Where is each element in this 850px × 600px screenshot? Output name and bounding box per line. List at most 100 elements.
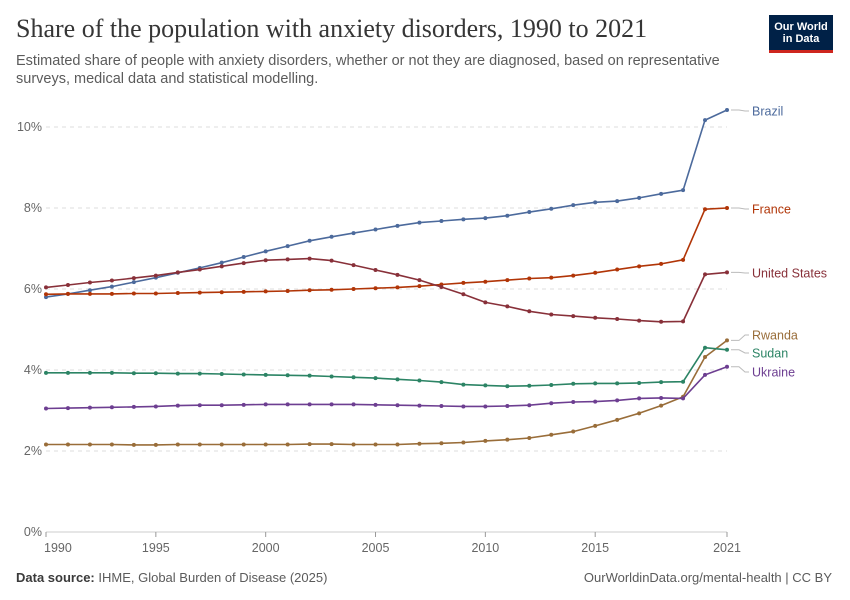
point-ukraine-2016 [615, 398, 620, 403]
point-ukraine-2006 [395, 403, 400, 408]
point-brazil-2010 [483, 216, 488, 221]
x-tick-label-2015: 2015 [581, 541, 609, 555]
point-ukraine-1996 [175, 403, 180, 408]
point-france-2002 [307, 288, 312, 293]
label-connector-ukraine [731, 366, 749, 373]
source-url[interactable]: OurWorldinData.org/mental-health | CC BY [583, 570, 832, 585]
point-brazil-2021 [725, 107, 729, 112]
y-tick-label-8: 8% [24, 201, 42, 215]
point-rwanda-1993 [109, 442, 114, 447]
point-rwanda-2000 [263, 442, 268, 447]
point-france-2021 [725, 206, 729, 210]
point-france-2011 [505, 278, 510, 283]
series-line-sudan [46, 346, 728, 388]
point-brazil-2017 [637, 195, 642, 200]
data-source-text[interactable]: IHME, Global Burden of Disease (2025) [98, 570, 328, 585]
y-tick-label-0: 0% [24, 525, 42, 539]
point-brazil-2011 [505, 213, 510, 218]
point-sudan-1996 [175, 371, 180, 376]
point-sudan-1998 [219, 372, 224, 377]
series-label-ukraine: Ukraine [752, 366, 795, 380]
point-united-states-2018 [659, 319, 664, 324]
point-brazil-2002 [307, 238, 312, 243]
point-united-states-2013 [549, 312, 554, 317]
point-sudan-1997 [197, 371, 202, 376]
owid-logo[interactable]: Our World in Data [769, 15, 833, 53]
point-sudan-2012 [527, 383, 532, 388]
point-rwanda-2014 [571, 429, 576, 434]
point-brazil-2012 [527, 210, 532, 215]
point-ukraine-2014 [571, 399, 576, 404]
point-rwanda-2011 [505, 437, 510, 442]
y-tick-label-4: 4% [24, 363, 42, 377]
point-rwanda-2004 [351, 442, 356, 447]
point-ukraine-2012 [527, 403, 532, 408]
point-sudan-1992 [87, 370, 92, 375]
point-rwanda-2003 [329, 442, 334, 447]
point-united-states-1995 [153, 273, 158, 278]
point-rwanda-1999 [241, 442, 246, 447]
point-rwanda-1997 [197, 442, 202, 447]
point-sudan-1995 [153, 371, 158, 376]
point-brazil-1999 [241, 255, 246, 260]
point-brazil-2019 [681, 188, 686, 193]
point-rwanda-2017 [637, 411, 642, 416]
logo-line-1: Our World [774, 21, 828, 33]
point-france-2018 [659, 261, 664, 266]
point-rwanda-1992 [87, 442, 92, 447]
series-line-united-states [45, 257, 728, 323]
point-france-1990 [44, 292, 48, 297]
point-brazil-2003 [329, 234, 334, 239]
point-ukraine-2008 [439, 404, 444, 409]
point-sudan-2001 [285, 373, 290, 378]
point-france-2000 [263, 289, 268, 294]
point-united-states-1992 [87, 280, 92, 285]
label-connector-france [731, 207, 749, 210]
point-ukraine-2001 [285, 402, 290, 407]
point-france-1997 [197, 290, 202, 295]
point-france-1999 [241, 289, 246, 294]
point-rwanda-2015 [593, 423, 598, 428]
point-brazil-2008 [439, 218, 444, 223]
point-united-states-2006 [395, 272, 400, 277]
point-rwanda-1996 [175, 442, 180, 447]
label-connector-sudan [731, 349, 749, 354]
y-gridlines [46, 126, 727, 533]
point-rwanda-2012 [527, 436, 532, 441]
point-united-states-1996 [175, 270, 180, 275]
point-france-1995 [153, 291, 158, 296]
point-rwanda-2002 [307, 442, 312, 447]
point-united-states-2012 [527, 309, 532, 314]
point-sudan-2002 [307, 373, 312, 378]
point-sudan-1991 [65, 370, 70, 375]
point-sudan-1994 [131, 371, 136, 376]
point-united-states-1990 [44, 285, 48, 290]
point-sudan-2021 [725, 347, 729, 352]
point-united-states-2003 [329, 258, 334, 263]
point-united-states-2015 [593, 315, 598, 320]
point-brazil-1998 [219, 260, 224, 265]
point-sudan-2006 [395, 377, 400, 382]
point-ukraine-1997 [197, 403, 202, 408]
point-france-2005 [373, 286, 378, 291]
series-line-rwanda [46, 339, 728, 446]
series-lines [44, 107, 729, 447]
point-sudan-2020 [703, 345, 708, 350]
point-ukraine-2003 [329, 402, 334, 407]
point-brazil-1993 [109, 284, 114, 289]
point-france-2016 [615, 267, 620, 272]
point-united-states-2004 [351, 263, 356, 268]
point-brazil-2005 [373, 227, 378, 232]
point-brazil-2014 [571, 203, 576, 208]
point-sudan-2011 [505, 384, 510, 389]
point-ukraine-2010 [483, 404, 488, 409]
point-united-states-2020 [703, 272, 708, 277]
point-sudan-2019 [681, 379, 686, 384]
point-ukraine-2007 [417, 403, 422, 408]
point-sudan-2009 [461, 382, 466, 387]
point-united-states-2014 [571, 314, 576, 319]
point-rwanda-1994 [131, 442, 136, 447]
point-france-2001 [285, 289, 290, 294]
point-brazil-2000 [263, 249, 268, 254]
point-ukraine-1990 [44, 406, 48, 411]
